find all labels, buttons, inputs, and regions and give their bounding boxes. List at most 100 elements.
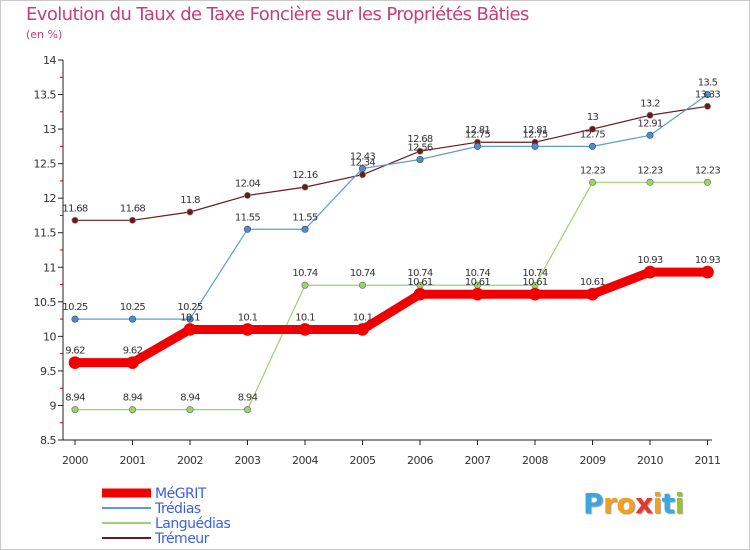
logo-letter: t — [661, 487, 675, 520]
data-label-languedias: 12.23 — [695, 165, 720, 176]
data-point-languedias — [129, 406, 137, 414]
data-point-languedias — [71, 406, 79, 414]
data-point-tredias — [588, 142, 596, 150]
series-line-megrit — [75, 267, 708, 368]
data-point-megrit — [298, 323, 312, 336]
data-label-tremeur: 12.68 — [407, 134, 432, 145]
data-point-megrit — [471, 287, 484, 301]
data-point-tremeur — [129, 216, 137, 224]
logo-letter: P — [583, 487, 604, 520]
data-label-languedias: 8.94 — [180, 393, 200, 404]
data-label-languedias: 12.23 — [637, 165, 662, 176]
chart-subtitle: (en %) — [26, 28, 63, 41]
data-point-megrit — [68, 356, 82, 369]
data-point-tremeur — [703, 102, 711, 110]
x-tick-label: 2010 — [637, 454, 663, 467]
data-label-tredias: 12.75 — [580, 129, 605, 140]
data-label-tredias: 10.25 — [120, 302, 145, 313]
legend-label-languedias: Languédias — [155, 516, 230, 532]
y-tick-label: 9 — [50, 399, 57, 412]
data-point-tremeur — [646, 111, 654, 119]
data-point-tredias — [646, 131, 654, 139]
data-label-megrit: 9.62 — [123, 346, 143, 357]
x-tick-label: 2001 — [120, 454, 146, 467]
data-label-tremeur: 11.68 — [62, 203, 87, 214]
y-tick-label: 11.5 — [34, 227, 57, 240]
data-point-tredias — [244, 225, 252, 233]
data-point-megrit — [183, 323, 197, 336]
data-label-tremeur: 13.33 — [695, 89, 720, 100]
data-point-tremeur — [588, 125, 596, 133]
x-tick-label: 2008 — [522, 454, 548, 467]
data-point-tremeur — [186, 208, 194, 216]
data-label-tredias: 13.5 — [698, 78, 718, 89]
data-point-tremeur — [358, 171, 366, 179]
x-tick-label: 2000 — [62, 454, 88, 467]
data-point-megrit — [586, 287, 599, 301]
data-label-tredias: 10.25 — [177, 302, 202, 313]
data-label-languedias: 8.94 — [123, 393, 143, 404]
data-point-tredias — [301, 225, 309, 233]
logo-letter: x — [635, 487, 653, 520]
data-label-languedias: 10.74 — [522, 268, 547, 279]
x-tick-label: 2006 — [407, 454, 433, 467]
data-point-megrit — [701, 265, 714, 279]
data-label-languedias: 12.23 — [580, 165, 605, 176]
data-point-tredias — [129, 315, 137, 323]
y-tick-label: 12.5 — [34, 158, 57, 171]
y-tick-label: 13 — [43, 123, 56, 136]
x-tick-label: 2007 — [465, 454, 491, 467]
data-point-languedias — [186, 406, 194, 414]
data-label-megrit: 10.1 — [353, 312, 373, 323]
data-point-tredias — [531, 142, 539, 150]
data-point-megrit — [528, 287, 542, 301]
data-label-megrit: 10.1 — [180, 312, 200, 323]
data-point-tredias — [473, 142, 481, 150]
data-point-languedias — [588, 178, 596, 186]
chart-title: Evolution du Taux de Taxe Foncière sur l… — [26, 4, 529, 25]
data-label-languedias: 10.74 — [292, 268, 317, 279]
data-point-megrit — [413, 287, 427, 301]
proxiti-logo: Proxiti — [583, 487, 684, 520]
data-label-tredias: 11.55 — [292, 212, 317, 223]
data-label-tredias: 12.75 — [522, 129, 547, 140]
data-point-megrit — [356, 323, 369, 336]
data-label-languedias: 10.74 — [407, 268, 432, 279]
series-line-languedias — [75, 181, 708, 411]
data-point-tremeur — [71, 216, 79, 224]
data-label-languedias: 10.74 — [465, 268, 490, 279]
data-point-megrit — [126, 356, 139, 369]
data-point-languedias — [703, 178, 711, 186]
data-label-languedias: 8.94 — [65, 393, 85, 404]
y-tick-label: 8.5 — [40, 434, 56, 447]
x-tick-label: 2011 — [695, 454, 721, 467]
data-label-languedias: 10.74 — [350, 268, 375, 279]
data-label-tremeur: 12.81 — [522, 125, 547, 136]
data-label-languedias: 8.94 — [238, 393, 258, 404]
x-tick-label: 2002 — [177, 454, 203, 467]
x-tick-label: 2004 — [292, 454, 318, 467]
data-label-tremeur: 12.34 — [350, 158, 375, 169]
y-tick-label: 13.5 — [34, 89, 57, 102]
legend-label-megrit: MéGRIT — [155, 486, 207, 502]
data-label-megrit: 10.1 — [238, 312, 258, 323]
series-line-tredias — [75, 94, 708, 320]
data-point-languedias — [646, 178, 654, 186]
data-label-tredias: 10.25 — [62, 302, 87, 313]
data-label-tredias: 12.56 — [407, 142, 432, 153]
logo-letter: r — [603, 487, 617, 520]
data-label-tremeur: 13.2 — [640, 98, 660, 109]
y-tick-label: 12 — [43, 192, 56, 205]
data-label-tredias: 11.55 — [235, 212, 260, 223]
data-point-tremeur — [244, 191, 252, 199]
series-line-tremeur — [75, 105, 708, 221]
data-label-megrit: 10.61 — [465, 277, 490, 288]
data-point-tredias — [71, 315, 79, 323]
data-point-languedias — [244, 406, 252, 414]
x-tick-label: 2003 — [235, 454, 261, 467]
y-tick-label: 11 — [43, 261, 56, 274]
data-point-tredias — [358, 164, 366, 172]
y-tick-label: 14 — [43, 54, 56, 67]
